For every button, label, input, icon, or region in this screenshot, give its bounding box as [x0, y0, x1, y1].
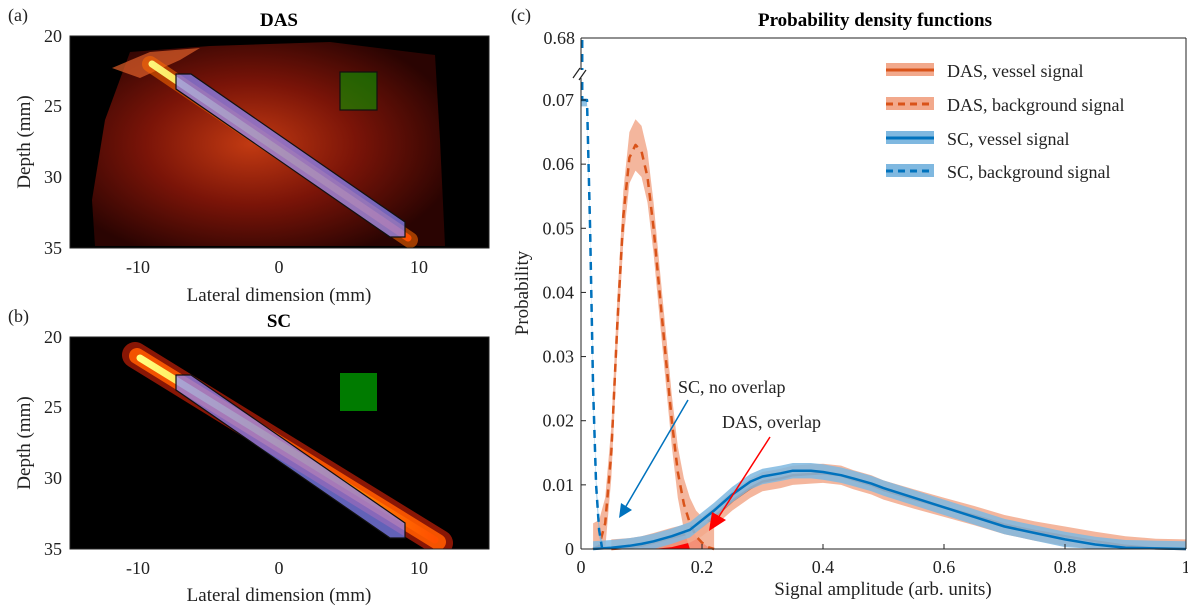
panel-c-label: (c) — [511, 5, 531, 26]
ytick-label: 30 — [44, 167, 62, 187]
annotation-sc-arrowhead — [619, 503, 632, 518]
xtick-label: -10 — [126, 257, 150, 277]
ytick-label: 35 — [44, 238, 62, 258]
panel-b-label: (b) — [8, 306, 29, 327]
ytick-label: 20 — [44, 26, 62, 46]
xtick-label: 0.8 — [1054, 557, 1077, 577]
panel-b-title: SC — [267, 311, 291, 332]
xtick-label: 0 — [275, 558, 284, 578]
xtick-label: 0.6 — [933, 557, 956, 577]
legend-label: SC, background signal — [947, 162, 1111, 182]
vessel-roi — [175, 73, 406, 238]
panel-b-xticks: -10 0 10 — [126, 558, 428, 578]
ytick-label: 0.02 — [543, 411, 575, 431]
panel-a-title: DAS — [260, 10, 298, 31]
panel-a-yticks: 20 25 30 35 — [44, 26, 62, 258]
ytick-label: 0.04 — [543, 282, 575, 302]
panel-b-xlabel: Lateral dimension (mm) — [187, 585, 372, 606]
vessel-roi — [175, 374, 406, 539]
series-band — [593, 463, 1186, 549]
ytick-label: 0.03 — [543, 347, 575, 367]
panel-a-xlabel: Lateral dimension (mm) — [187, 285, 372, 306]
series-line — [581, 98, 604, 550]
xtick-label: 1 — [1182, 557, 1188, 577]
ytick-label: 25 — [44, 96, 62, 116]
panel-a-label: (a) — [8, 5, 28, 26]
ytick-label: 20 — [44, 327, 62, 347]
ytick-label: 0 — [565, 539, 574, 559]
xtick-label: 10 — [410, 558, 428, 578]
xtick-label: 0.4 — [812, 557, 835, 577]
annotation-das: DAS, overlap — [722, 412, 821, 432]
panel-c-yticks: 0.68 0 0.01 0.02 0.03 0.04 0.05 0.06 0.07 — [543, 28, 586, 559]
background-roi — [339, 71, 378, 111]
panel-c-xlabel: Signal amplitude (arb. units) — [774, 579, 991, 600]
panel-a-xticks: -10 0 10 — [126, 257, 428, 277]
panel-b: (b) SC 20 25 30 35 -10 0 10 Lateral dime… — [8, 306, 490, 606]
legend-label: DAS, background signal — [947, 95, 1124, 115]
axis-break-mark — [578, 69, 587, 81]
panel-b-yticks: 20 25 30 35 — [44, 327, 62, 559]
ytick-label: 0.68 — [544, 28, 576, 48]
xtick-label: 0 — [275, 257, 284, 277]
series-band — [593, 119, 715, 549]
annotation-sc-arrow — [624, 399, 689, 509]
legend-label: DAS, vessel signal — [947, 61, 1084, 81]
xtick-label: 0 — [577, 557, 586, 577]
panel-b-ylabel: Depth (mm) — [14, 396, 35, 489]
panel-c-title: Probability density functions — [758, 10, 992, 31]
xtick-label: -10 — [126, 558, 150, 578]
ytick-label: 0.07 — [543, 90, 575, 110]
panel-c-xticks: 0 0.2 0.4 0.6 0.8 1 — [577, 544, 1188, 577]
ytick-label: 0.01 — [543, 475, 575, 495]
legend-label: SC, vessel signal — [947, 129, 1070, 149]
xtick-label: 10 — [410, 257, 428, 277]
annotation-sc: SC, no overlap — [678, 377, 786, 397]
ytick-label: 0.05 — [543, 218, 575, 238]
annotation-das-arrow — [717, 436, 771, 519]
series-line — [593, 469, 1187, 551]
axis-break-mark — [572, 67, 581, 79]
panel-c: (c) Probability density functions 0.68 0… — [511, 5, 1188, 600]
ytick-label: 35 — [44, 539, 62, 559]
ytick-label: 25 — [44, 397, 62, 417]
panel-a-ylabel: Depth (mm) — [14, 95, 35, 188]
legend: DAS, vessel signal DAS, background signa… — [886, 61, 1124, 182]
xtick-label: 0.2 — [691, 557, 714, 577]
annotation-das-arrowhead — [709, 512, 726, 531]
panel-a: (a) DAS 20 25 30 35 -10 0 10 Lateral dim… — [8, 5, 490, 306]
pdf-plot-area — [580, 40, 1187, 551]
ytick-label: 30 — [44, 468, 62, 488]
ytick-label: 0.06 — [543, 154, 575, 174]
background-roi — [340, 373, 377, 411]
panel-c-ylabel: Probability — [512, 250, 533, 335]
